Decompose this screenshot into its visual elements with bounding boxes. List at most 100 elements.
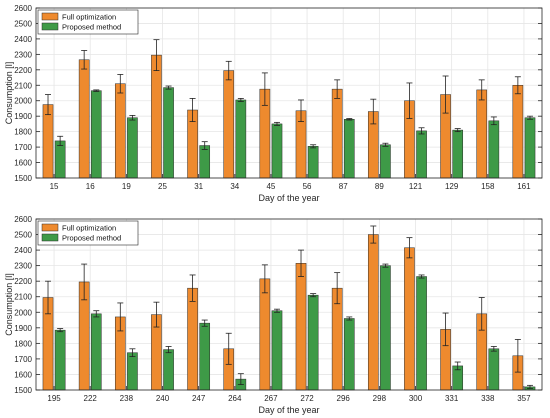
y-tick-label: 2000 <box>14 97 32 106</box>
x-axis-label: Day of the year <box>258 405 319 415</box>
x-tick-label: 300 <box>409 394 423 403</box>
y-tick-label: 2400 <box>14 35 32 44</box>
y-tick-label: 2300 <box>14 262 32 271</box>
x-tick-label: 16 <box>86 182 95 191</box>
x-tick-label: 161 <box>517 182 531 191</box>
legend-entry: Proposed method <box>62 23 121 32</box>
y-tick-label: 2200 <box>14 66 32 75</box>
y-tick-label: 1600 <box>14 159 32 168</box>
top-chart-panel: 1500 1600 1700 1800 1900 2000 2100 2200 2300 2400… <box>4 4 543 203</box>
y-tick-label: 1900 <box>14 112 32 121</box>
bar-full-optimization <box>42 104 54 179</box>
x-tick-label: 87 <box>339 182 348 191</box>
bar-proposed-method <box>307 294 319 391</box>
x-tick-label: 357 <box>517 394 531 403</box>
x-tick-label: 267 <box>264 394 278 403</box>
x-tick-label: 240 <box>156 394 170 403</box>
y-tick-label: 2200 <box>14 277 32 286</box>
x-tick-label: 331 <box>445 394 459 403</box>
x-tick-label: 195 <box>47 394 61 403</box>
x-tick-label: 298 <box>373 394 387 403</box>
x-tick-label: 222 <box>84 394 98 403</box>
y-tick-label: 2500 <box>14 231 32 240</box>
x-tick-label: 25 <box>158 182 167 191</box>
y-tick-label: 2100 <box>14 81 32 90</box>
x-tick-label: 34 <box>230 182 239 191</box>
legend-swatch-full-optimization <box>41 12 59 21</box>
bar-full-optimization <box>512 85 524 179</box>
bar-proposed-method <box>199 322 211 391</box>
bar-proposed-method <box>271 123 283 179</box>
x-tick-label: 89 <box>375 182 384 191</box>
y-tick-label: 1900 <box>14 324 32 333</box>
bar-full-optimization <box>331 88 343 179</box>
bar-full-optimization <box>151 54 162 179</box>
x-tick-label: 247 <box>192 394 206 403</box>
y-axis-label: Consumption [l] <box>4 62 14 125</box>
legend-entry: Proposed method <box>62 234 121 243</box>
legend-entry: Full optimization <box>62 224 116 233</box>
x-tick-label: 238 <box>120 394 134 403</box>
x-tick-label: 296 <box>337 394 351 403</box>
bar-full-optimization <box>404 247 415 391</box>
y-tick-label: 1600 <box>14 370 32 379</box>
bar-proposed-method <box>90 313 102 391</box>
x-tick-label: 56 <box>303 182 312 191</box>
y-tick-label: 1500 <box>14 386 32 395</box>
bar-proposed-method <box>90 90 102 179</box>
legend-entry: Full optimization <box>62 13 116 22</box>
bottom-chart-panel: 1500 1600 1700 1800 1900 2000 2100 2200 2300 2400… <box>4 215 543 415</box>
legend-swatch-proposed-method <box>41 233 59 242</box>
bar-proposed-method <box>54 329 66 391</box>
bar-proposed-method <box>163 349 174 391</box>
x-axis-label: Day of the year <box>258 193 319 203</box>
x-tick-label: 158 <box>481 182 495 191</box>
bar-proposed-method <box>127 352 138 391</box>
x-tick-label: 272 <box>300 394 314 403</box>
x-tick-label: 31 <box>194 182 203 191</box>
y-tick-label: 2000 <box>14 308 32 317</box>
bar-proposed-method <box>307 146 319 179</box>
y-tick-label: 1800 <box>14 339 32 348</box>
axes-frame <box>35 7 543 179</box>
bar-full-optimization <box>114 83 126 179</box>
y-axis-label: Consumption [l] <box>4 273 14 336</box>
bar-full-optimization <box>367 234 379 391</box>
x-tick-label: 15 <box>50 182 59 191</box>
x-tick-label: 19 <box>122 182 131 191</box>
bar-full-optimization <box>295 263 307 391</box>
y-tick-label: 2600 <box>14 4 32 13</box>
legend-swatch-full-optimization <box>41 223 59 232</box>
bar-proposed-method <box>380 144 391 179</box>
bar-full-optimization <box>223 70 235 179</box>
y-tick-label: 2500 <box>14 19 32 28</box>
bar-proposed-method <box>416 130 427 179</box>
bar-proposed-method <box>488 120 500 179</box>
legend-swatch-proposed-method <box>41 22 59 31</box>
y-tick-label: 2300 <box>14 50 32 59</box>
bar-full-optimization <box>259 278 271 391</box>
x-tick-label: 338 <box>481 394 495 403</box>
bar-proposed-method <box>416 276 427 391</box>
x-tick-label: 264 <box>228 394 242 403</box>
bar-proposed-method <box>127 117 138 179</box>
bar-proposed-method <box>163 87 174 179</box>
bar-proposed-method <box>524 117 536 179</box>
bar-full-optimization <box>476 89 488 179</box>
bar-proposed-method <box>199 145 211 179</box>
bar-proposed-method <box>343 119 355 179</box>
bar-proposed-method <box>343 318 355 391</box>
y-tick-label: 2100 <box>14 293 32 302</box>
y-tick-label: 2400 <box>14 246 32 255</box>
bar-proposed-method <box>54 140 66 179</box>
y-tick-label: 1500 <box>14 174 32 183</box>
bar-proposed-method <box>235 99 247 179</box>
x-tick-label: 121 <box>409 182 423 191</box>
y-tick-label: 1700 <box>14 143 32 152</box>
bar-proposed-method <box>271 310 283 391</box>
axes-frame <box>35 218 543 391</box>
bar-proposed-method <box>452 129 464 179</box>
bar-full-optimization <box>78 59 90 179</box>
x-tick-label: 45 <box>266 182 275 191</box>
